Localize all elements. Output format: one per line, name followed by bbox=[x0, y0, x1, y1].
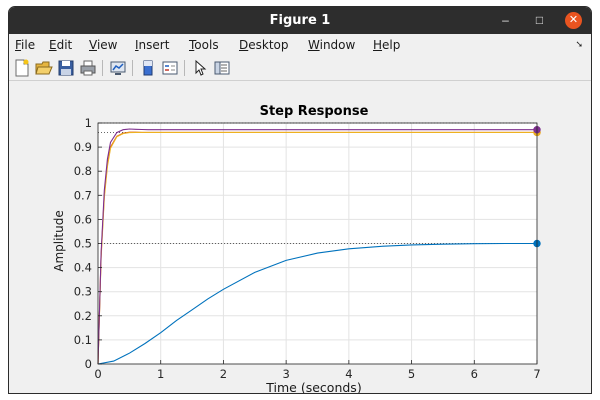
new-figure-icon[interactable] bbox=[13, 59, 31, 77]
x-tick-labels: 0 1 2 3 4 5 6 7 bbox=[94, 360, 541, 381]
y-tick-label: 1 bbox=[85, 116, 92, 130]
arrow-down-right-icon[interactable]: ➘ bbox=[575, 39, 583, 49]
y-tick-labels: 0 0.1 0.2 0.3 0.4 0.5 0.6 0.7 0.8 0.9 1 bbox=[74, 116, 102, 371]
legend-icon[interactable] bbox=[161, 59, 179, 77]
toolbar bbox=[9, 56, 591, 81]
toolbar-separator bbox=[102, 60, 103, 76]
title-bar[interactable]: Figure 1 – □ ✕ bbox=[9, 7, 591, 34]
y-tick-label: 0.4 bbox=[74, 261, 92, 275]
y-axis-label: Amplitude bbox=[52, 210, 66, 272]
x-tick-label: 3 bbox=[282, 367, 289, 381]
menu-desktop[interactable]: Desktop bbox=[239, 38, 289, 52]
y-tick-label: 0.6 bbox=[74, 212, 92, 226]
y-tick-label: 0.9 bbox=[74, 140, 92, 154]
series-lines bbox=[97, 128, 537, 365]
x-tick-label: 5 bbox=[408, 367, 415, 381]
toolbar-separator bbox=[184, 60, 185, 76]
menu-edit[interactable]: Edit bbox=[49, 38, 73, 52]
property-inspector-icon[interactable] bbox=[213, 59, 231, 77]
window-title: Figure 1 bbox=[269, 13, 331, 28]
edit-plot-arrow-icon[interactable] bbox=[191, 59, 209, 77]
series-line-4 bbox=[97, 128, 537, 365]
toolbar-separator bbox=[132, 60, 133, 76]
series-line-3 bbox=[97, 131, 537, 365]
series-line-1 bbox=[97, 242, 537, 365]
x-tick-label: 4 bbox=[345, 367, 352, 381]
link-plot-icon[interactable] bbox=[109, 59, 127, 77]
minimize-button[interactable]: – bbox=[502, 13, 509, 27]
y-tick-label: 0.7 bbox=[74, 188, 92, 202]
y-tick-label: 0.2 bbox=[74, 309, 92, 323]
chart-title: Step Response bbox=[260, 104, 369, 119]
y-tick-label: 0.8 bbox=[74, 164, 92, 178]
save-icon[interactable] bbox=[57, 59, 75, 77]
menu-tools[interactable]: Tools bbox=[189, 38, 219, 52]
x-tick-label: 0 bbox=[94, 367, 101, 381]
x-tick-label: 7 bbox=[533, 367, 540, 381]
menu-bar: File Edit View Insert Tools Desktop Wind… bbox=[9, 34, 591, 56]
menu-window[interactable]: Window bbox=[308, 38, 356, 52]
close-button[interactable]: ✕ bbox=[565, 12, 582, 29]
y-tick-label: 0 bbox=[85, 357, 92, 371]
menu-view[interactable]: View bbox=[89, 38, 118, 52]
menu-insert[interactable]: Insert bbox=[135, 38, 170, 52]
y-tick-label: 0.5 bbox=[74, 237, 92, 251]
figure-window: Figure 1 – □ ✕ File Edit View Insert Too… bbox=[8, 6, 592, 394]
x-tick-label: 6 bbox=[471, 367, 478, 381]
y-tick-label: 0.3 bbox=[74, 285, 92, 299]
x-tick-label: 1 bbox=[157, 367, 164, 381]
step-response-chart: 0 1 2 3 4 5 6 7 0 0.1 0.2 0.3 0.4 0.5 0.6 0.7 0.8 0.9 1 S… bbox=[52, 104, 541, 394]
open-file-icon[interactable] bbox=[35, 59, 53, 77]
maximize-button[interactable]: □ bbox=[535, 13, 544, 27]
menu-file[interactable]: File bbox=[15, 38, 36, 52]
colorbar-icon[interactable] bbox=[139, 59, 157, 77]
x-axis-label: Time (seconds) bbox=[265, 380, 361, 394]
menu-help[interactable]: Help bbox=[373, 38, 401, 52]
figure-canvas[interactable]: 0 1 2 3 4 5 6 7 0 0.1 0.2 0.3 0.4 0.5 0.6 0.7 0.8 0.9 1 S… bbox=[9, 81, 591, 394]
y-tick-label: 0.1 bbox=[74, 333, 92, 347]
x-tick-label: 2 bbox=[220, 367, 227, 381]
print-icon[interactable] bbox=[79, 59, 97, 77]
